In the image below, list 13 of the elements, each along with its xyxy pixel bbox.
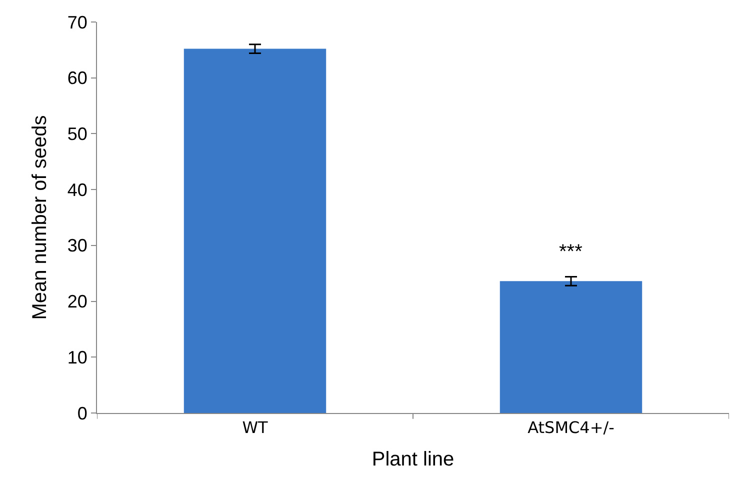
y-tick-label: 50 (67, 124, 88, 144)
y-tick-label: 70 (67, 12, 88, 32)
y-tick-label: 30 (67, 236, 88, 256)
annotation: *** (559, 241, 583, 263)
y-tick-label: 60 (67, 68, 88, 88)
y-tick-label: 20 (67, 292, 88, 312)
x-axis-title: Plant line (372, 448, 454, 471)
y-axis-title: Mean number of seeds (28, 115, 51, 320)
y-tick-label: 40 (67, 180, 88, 200)
x-tick-label: WT (242, 418, 268, 438)
y-tick-label: 10 (67, 347, 88, 368)
y-tick-label: 0 (77, 403, 88, 424)
x-tick-label: AtSMC4+/- (528, 418, 614, 438)
